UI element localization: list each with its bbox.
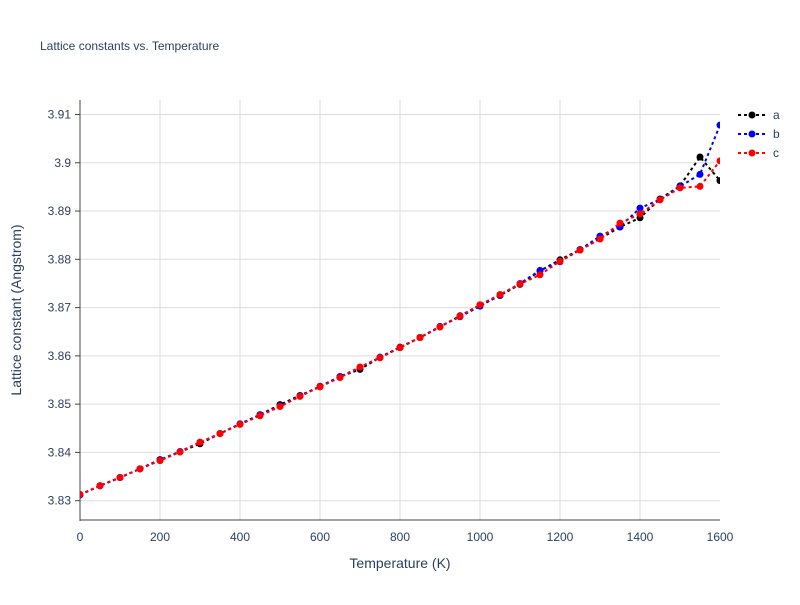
y-tick-label: 3.83 <box>48 494 72 508</box>
data-point-c <box>496 291 504 299</box>
data-point-c <box>656 196 664 204</box>
legend-item-b[interactable]: b <box>738 127 780 141</box>
legend-label-c: c <box>773 146 779 160</box>
legend-label-a: a <box>773 108 780 122</box>
data-point-c <box>156 457 164 465</box>
x-tick-label: 1400 <box>627 530 654 544</box>
data-point-c <box>616 219 624 227</box>
data-point-c <box>536 271 544 279</box>
legend[interactable]: abc <box>738 108 780 160</box>
data-point-c <box>476 301 484 309</box>
legend-marker-b <box>748 130 756 138</box>
legend-marker-c <box>748 149 756 157</box>
data-point-a <box>696 153 704 161</box>
y-tick-label: 3.89 <box>48 204 72 218</box>
data-point-c <box>336 374 344 382</box>
data-point-c <box>636 210 644 218</box>
y-tick-label: 3.9 <box>54 156 71 170</box>
y-tick-label: 3.86 <box>48 349 72 363</box>
grid <box>80 100 720 520</box>
y-tick-label: 3.85 <box>48 397 72 411</box>
data-point-b <box>716 121 720 129</box>
legend-item-a[interactable]: a <box>738 108 780 122</box>
series-layer <box>80 121 720 499</box>
data-point-c <box>356 363 364 371</box>
data-point-a <box>716 177 720 185</box>
data-point-c <box>376 354 384 362</box>
data-point-c <box>276 403 284 411</box>
series-line-c <box>80 160 720 496</box>
data-point-c <box>456 312 464 320</box>
x-tick-label: 0 <box>77 530 84 544</box>
y-tick-label: 3.84 <box>48 445 72 459</box>
data-point-c <box>196 438 204 446</box>
data-point-c <box>596 235 604 243</box>
data-point-c <box>696 182 704 190</box>
data-point-c <box>96 482 104 490</box>
y-tick-label: 3.88 <box>48 252 72 266</box>
legend-marker-a <box>748 111 756 119</box>
data-point-c <box>216 430 224 438</box>
data-point-c <box>576 246 584 254</box>
y-tick-label: 3.87 <box>48 301 72 315</box>
data-point-c <box>516 280 524 288</box>
x-axis-title: Temperature (K) <box>349 555 450 571</box>
x-tick-label: 1200 <box>547 530 574 544</box>
data-point-c <box>396 344 404 352</box>
x-tick-label: 200 <box>150 530 170 544</box>
data-point-c <box>296 392 304 400</box>
y-tick-label: 3.91 <box>48 107 72 121</box>
data-point-c <box>556 257 564 265</box>
data-point-c <box>136 465 144 473</box>
data-point-c <box>256 412 264 420</box>
x-tick-label: 400 <box>230 530 250 544</box>
legend-label-b: b <box>773 127 780 141</box>
data-point-c <box>176 448 184 456</box>
data-point-c <box>416 334 424 342</box>
data-point-c <box>676 184 684 192</box>
data-point-c <box>116 474 124 482</box>
data-point-c <box>236 420 244 428</box>
data-point-c <box>316 383 324 391</box>
y-axis-title: Lattice constant (Angstrom) <box>8 224 24 395</box>
data-point-b <box>696 170 704 178</box>
axes: 0 200 400 600 800 1000 1200 1400 1600 3.83 3.84 3.8… <box>48 100 734 544</box>
data-point-c <box>716 157 720 165</box>
legend-item-c[interactable]: c <box>738 146 779 160</box>
data-point-c <box>80 490 84 498</box>
data-point-c <box>436 323 444 331</box>
x-tick-label: 1000 <box>467 530 494 544</box>
x-tick-label: 1600 <box>707 530 734 544</box>
x-tick-label: 800 <box>390 530 410 544</box>
data-point-b <box>636 204 644 212</box>
x-tick-label: 600 <box>310 530 330 544</box>
chart-title: Lattice constants vs. Temperature <box>40 39 220 53</box>
